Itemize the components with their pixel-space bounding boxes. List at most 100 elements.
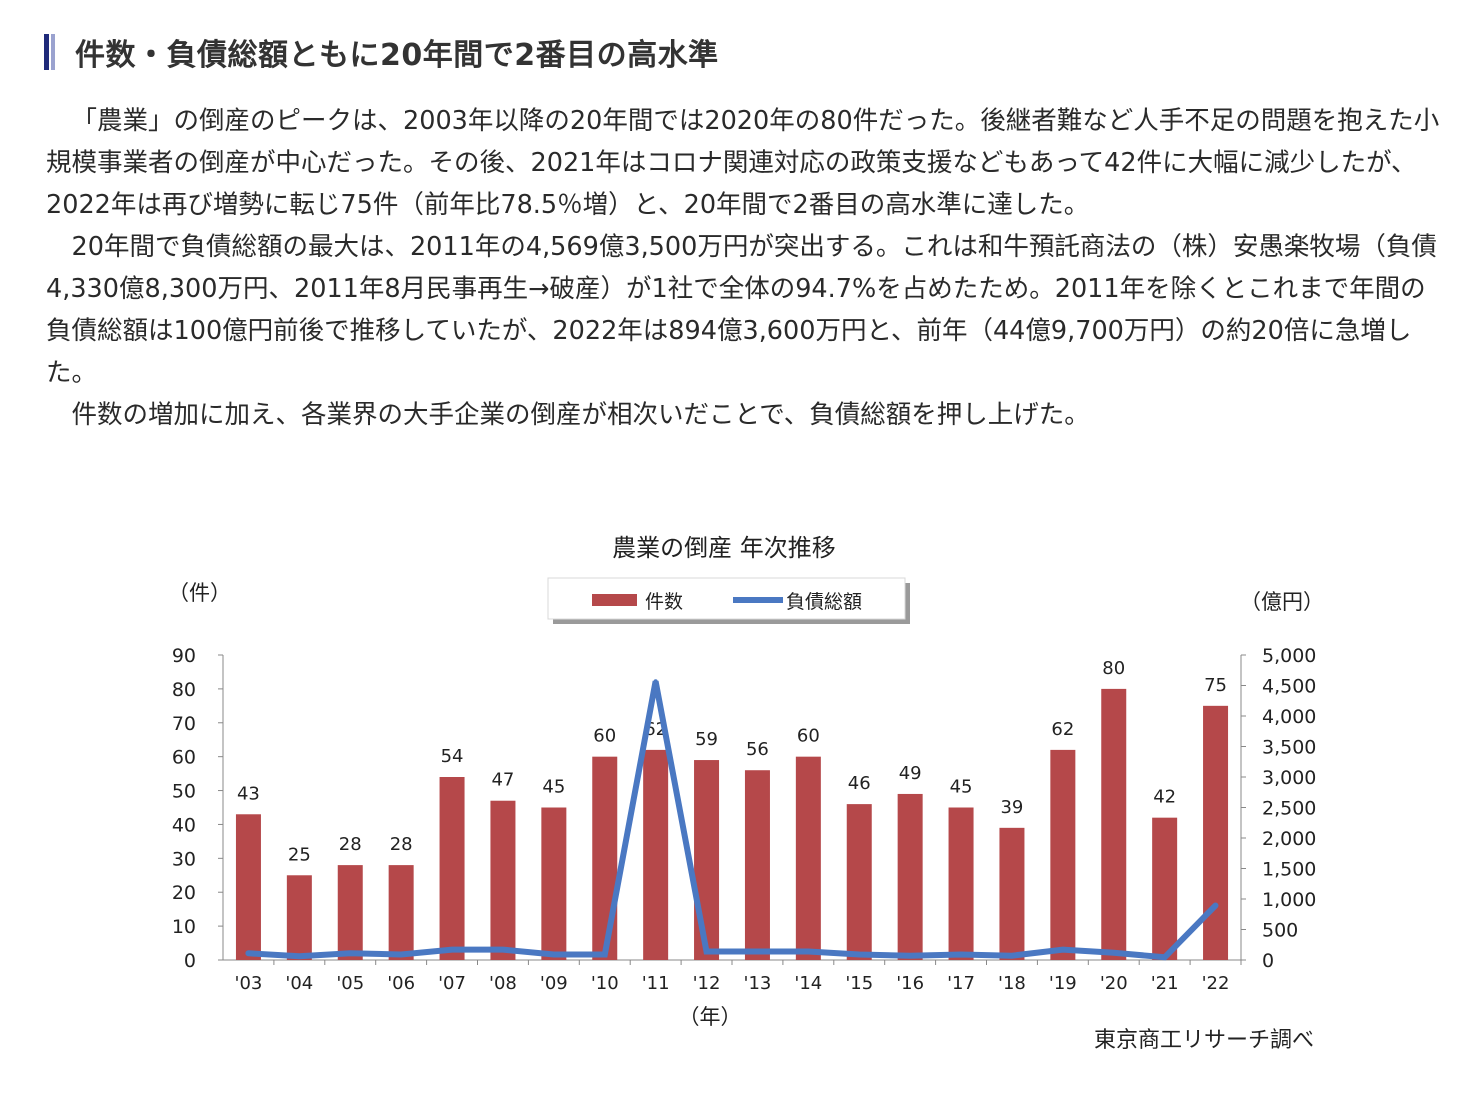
paragraph-3: 件数の増加に加え、各業界の大手企業の倒産が相次いだことで、負債総額を押し上げた。	[71, 400, 1090, 430]
source-credit: 東京商工リサーチ調べ	[1094, 1028, 1315, 1053]
bar	[1203, 705, 1229, 960]
y-tick-label: 30	[172, 848, 196, 870]
y-tick-label: 0	[184, 950, 196, 972]
bar	[897, 793, 923, 960]
y2-tick-label: 2,000	[1262, 828, 1316, 850]
y2-tick-label: 4,000	[1262, 706, 1316, 728]
x-tick-label: '06	[387, 973, 415, 994]
x-tick-label: '04	[285, 973, 313, 994]
bar-value-label: 39	[1000, 797, 1023, 818]
x-tick-label: '20	[1100, 973, 1128, 994]
legend-label-debt: 負債総額	[786, 591, 862, 613]
bar	[694, 760, 720, 960]
debt-point	[348, 951, 353, 956]
x-tick-label: '07	[438, 973, 466, 994]
bar	[337, 865, 363, 960]
debt-point	[297, 954, 302, 959]
bar-value-label: 42	[1153, 787, 1176, 808]
bar	[1101, 688, 1127, 960]
x-tick-label: '03	[235, 973, 263, 994]
y-tick-label: 90	[172, 645, 196, 667]
bar-value-label: 75	[1204, 675, 1227, 696]
debt-point	[500, 947, 505, 952]
bar-value-label: 80	[1102, 658, 1125, 679]
y-tick-label: 70	[172, 713, 196, 735]
debt-point	[755, 949, 760, 954]
debt-point	[1213, 903, 1218, 908]
x-tick-label: '14	[794, 973, 822, 994]
x-tick-label: '13	[744, 973, 772, 994]
y2-tick-label: 1,000	[1262, 889, 1316, 911]
y-tick-label: 40	[172, 814, 196, 836]
paragraph-1: 「農業」の倒産のピークは、2003年以降の20年間では2020年の80件だった。…	[46, 106, 1440, 220]
bar	[1152, 817, 1178, 960]
bar	[541, 807, 567, 960]
debt-point	[1162, 955, 1167, 960]
x-tick-label: '12	[693, 973, 721, 994]
x-tick-label: '08	[489, 973, 517, 994]
bar	[999, 827, 1025, 960]
bar	[235, 814, 261, 960]
debt-point	[246, 951, 251, 956]
y2-tick-label: 2,500	[1262, 798, 1316, 820]
bar-value-label: 56	[746, 739, 769, 760]
debt-point	[857, 952, 862, 957]
debt-point	[1060, 947, 1065, 952]
bar	[1050, 749, 1076, 960]
bar-value-label: 49	[899, 763, 922, 784]
y-tick-label: 10	[172, 916, 196, 938]
x-tick-label: '17	[947, 973, 975, 994]
y2-tick-label: 0	[1262, 950, 1274, 972]
bar-value-label: 60	[797, 726, 820, 747]
debt-point	[653, 679, 658, 684]
y2-tick-label: 3,500	[1262, 737, 1316, 759]
debt-point	[806, 949, 811, 954]
debt-point	[959, 952, 964, 957]
debt-point	[908, 953, 913, 958]
article-body: 「農業」の倒産のピークは、2003年以降の20年間では2020年の80件だった。…	[46, 100, 1441, 436]
bar	[795, 756, 821, 960]
x-tick-label: '15	[845, 973, 873, 994]
debt-point	[450, 947, 455, 952]
y2-tick-label: 5,000	[1262, 645, 1316, 667]
legend-bar-swatch	[592, 594, 637, 606]
bar-value-label: 28	[390, 834, 413, 855]
bar-value-label: 46	[848, 773, 871, 794]
bar-value-label: 62	[1051, 719, 1074, 740]
bar-value-label: 25	[288, 844, 311, 865]
bar	[846, 804, 872, 960]
debt-point	[602, 952, 607, 957]
y-axis-label: （件）	[168, 581, 231, 605]
debt-point	[551, 952, 556, 957]
y2-tick-label: 3,000	[1262, 767, 1316, 789]
x-tick-label: '10	[591, 973, 619, 994]
x-tick-label: '09	[540, 973, 568, 994]
bar-value-label: 60	[593, 726, 616, 747]
debt-point	[399, 952, 404, 957]
bar-value-label: 45	[950, 777, 973, 798]
x-tick-label: '18	[998, 973, 1026, 994]
bar	[439, 777, 465, 960]
heading-accent-bar	[44, 34, 55, 70]
debt-point	[1111, 950, 1116, 955]
bar-value-label: 59	[695, 729, 718, 750]
y2-tick-label: 4,500	[1262, 676, 1316, 698]
legend-label-count: 件数	[645, 591, 683, 613]
y-tick-label: 50	[172, 781, 196, 803]
heading-title: 件数・負債総額ともに20年間で2番目の高水準	[75, 38, 719, 73]
x-tick-label: '21	[1151, 973, 1179, 994]
x-axis-label: （年）	[679, 1005, 742, 1029]
y-tick-label: 80	[172, 679, 196, 701]
x-tick-label: '11	[642, 973, 670, 994]
y-tick-label: 20	[172, 882, 196, 904]
x-tick-label: '19	[1049, 973, 1077, 994]
y2-tick-label: 1,500	[1262, 859, 1316, 881]
x-tick-label: '16	[896, 973, 924, 994]
bar-value-label: 43	[237, 783, 260, 804]
bar-value-label: 47	[491, 770, 514, 791]
x-tick-label: '22	[1202, 973, 1230, 994]
bar	[286, 875, 312, 960]
y-tick-label: 60	[172, 747, 196, 769]
bar	[744, 770, 770, 960]
